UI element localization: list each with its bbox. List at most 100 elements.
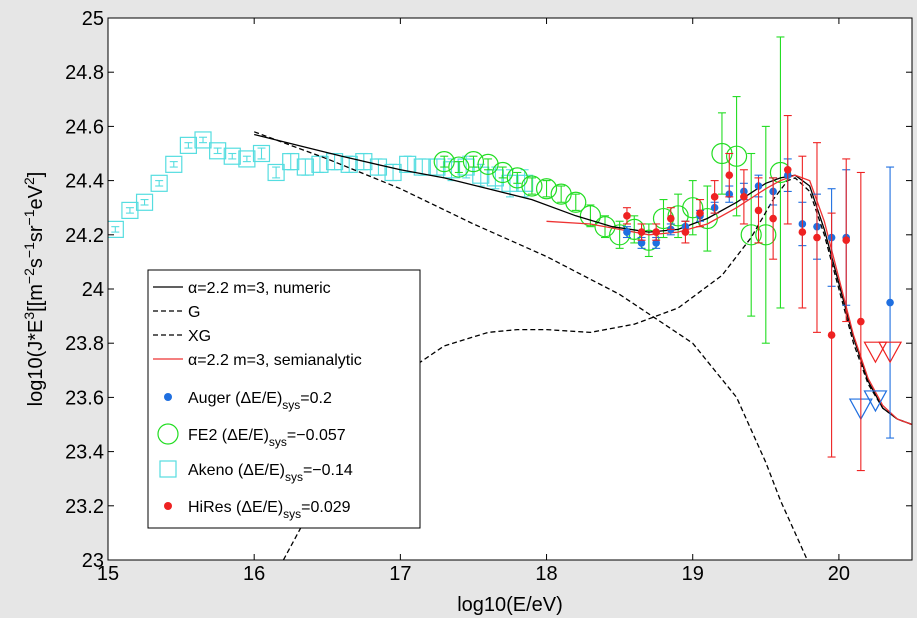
hires-point: [769, 214, 777, 223]
fe2-point: [448, 156, 470, 178]
akeno-point: [399, 155, 417, 173]
legend-swatch-hires: [164, 502, 172, 510]
legend-label-numeric: α=2.2 m=3, numeric: [188, 280, 331, 297]
y-tick-label: 24.4: [65, 171, 104, 193]
y-tick-label: 23.2: [65, 496, 104, 518]
fe2-point: [535, 178, 558, 200]
y-axis-title: log10(J*E3[[m−2s−1sr−1eV2]: [21, 172, 47, 407]
akeno-point: [194, 131, 212, 149]
y-tick-label: 23.6: [65, 387, 104, 409]
hires-point: [842, 236, 851, 245]
fe2-point: [462, 151, 485, 173]
hires-point: [857, 317, 865, 326]
fe2-point: [769, 161, 792, 184]
legend-label-G: G: [188, 304, 200, 321]
hires-point: [827, 331, 836, 339]
legend-label-hires: HiRes (ΔE/E)sys=0.029: [188, 499, 351, 521]
hires-point: [637, 228, 646, 236]
y-tick-label: 24.6: [65, 116, 104, 138]
akeno-point: [413, 158, 431, 176]
legend-item-G: G: [153, 304, 200, 321]
legend-item-XG: XG: [153, 328, 211, 345]
fe2-point: [579, 205, 602, 227]
auger-point: [652, 239, 660, 247]
series-fe2: [433, 36, 792, 344]
x-tick-label: 20: [828, 563, 850, 585]
akeno-point: [179, 136, 197, 154]
akeno-point: [108, 220, 124, 238]
fe2-point: [477, 153, 499, 175]
auger-point: [886, 298, 894, 307]
hires-point: [623, 212, 631, 220]
hires-point: [740, 193, 748, 201]
y-tick-label: 24.2: [65, 225, 104, 247]
fe2-point: [682, 197, 704, 219]
legend-label-auger: Auger (ΔE/E)sys=0.2: [188, 390, 332, 412]
fe2-point: [492, 161, 514, 184]
akeno-point: [296, 158, 314, 176]
legend-label-akeno: Akeno (ΔE/E)sys=−0.14: [188, 462, 353, 484]
auger-point: [637, 239, 646, 247]
hires-point: [725, 171, 734, 179]
series-hires: [622, 115, 903, 472]
akeno-point: [311, 155, 329, 173]
legend-item-hires: HiRes (ΔE/E)sys=0.029: [164, 499, 351, 521]
hires-point: [696, 209, 704, 217]
x-axis-title: log10(E/eV): [457, 594, 563, 616]
auger-upper-limit: [863, 390, 888, 413]
series-g: [253, 131, 808, 560]
akeno-point: [165, 155, 183, 173]
legend-item-akeno: Akeno (ΔE/E)sys=−0.14: [159, 460, 353, 484]
hires-point: [754, 206, 763, 215]
fe2-point: [506, 167, 528, 189]
hires-upper-limit: [878, 341, 903, 364]
legend-item-auger: Auger (ΔE/E)sys=0.2: [164, 390, 332, 412]
fe2-point: [521, 175, 543, 197]
fe2-point: [433, 151, 455, 173]
series-xg: [282, 177, 912, 560]
y-tick-label: 23.8: [65, 333, 104, 355]
y-tick-label: 23.4: [65, 442, 104, 464]
fe2-point: [740, 224, 762, 246]
y-tick-label: 24: [82, 279, 104, 301]
legend-item-numeric: α=2.2 m=3, numeric: [153, 280, 331, 297]
legend-label-XG: XG: [188, 328, 211, 345]
fe2-point: [623, 218, 645, 240]
legend-swatch-akeno: [159, 460, 177, 478]
hires-point: [652, 228, 660, 236]
hires-point: [681, 228, 690, 236]
legend-swatch-auger: [164, 393, 172, 401]
akeno-point: [325, 153, 344, 171]
fe2-point: [667, 205, 689, 227]
x-tick-label: 19: [682, 563, 704, 585]
fe2-point: [550, 183, 572, 205]
legend-item-fe2: FE2 (ΔE/E)sys=−0.057: [157, 423, 346, 449]
akeno-point: [355, 153, 373, 171]
akeno-point: [135, 193, 154, 211]
hires-point: [798, 228, 807, 236]
legend-item-semianalytic: α=2.2 m=3, semianalytic: [153, 352, 362, 369]
hires-point: [783, 165, 792, 174]
series-numeric: [254, 133, 912, 426]
akeno-point: [472, 166, 490, 184]
y-tick-label: 25: [82, 8, 104, 30]
legend-box: [147, 269, 421, 529]
hires-upper-limit: [863, 341, 888, 364]
akeno-point: [442, 161, 461, 179]
akeno-point: [238, 150, 256, 168]
fe2-point: [725, 145, 748, 167]
akeno-point: [223, 147, 241, 165]
hires-point: [710, 193, 719, 201]
akeno-point: [209, 142, 227, 160]
hires-point: [813, 233, 821, 242]
g-line: [253, 131, 808, 560]
akeno-point: [252, 144, 271, 163]
legend-label-semianalytic: α=2.2 m=3, semianalytic: [188, 352, 362, 369]
fe2-point: [609, 224, 631, 246]
legend-swatch-fe2: [157, 423, 179, 445]
akeno-point: [282, 153, 300, 171]
akeno-point: [150, 174, 168, 192]
x-tick-label: 17: [389, 563, 411, 585]
